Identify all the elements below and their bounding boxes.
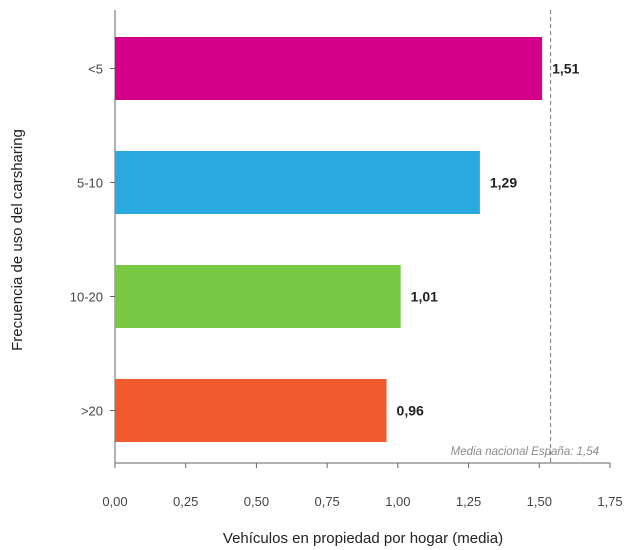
x-tick-label: 0,50 <box>244 494 269 509</box>
bar <box>115 37 543 100</box>
bar <box>115 265 401 328</box>
y-tick-label: <5 <box>88 62 103 77</box>
x-tick-label: 1,75 <box>597 494 622 509</box>
data-label: 1,51 <box>552 61 579 77</box>
reference-line-group: Media nacional España: 1,54 <box>451 10 599 463</box>
y-tick-label: 10-20 <box>70 290 103 305</box>
x-tick-label: 1,00 <box>385 494 410 509</box>
bars: <5 1,51 5-10 1,29 10-20 1,01 >20 0,96 <box>70 37 580 442</box>
y-tick-label: 5-10 <box>77 176 103 191</box>
y-axis-title: Frecuencia de uso del carsharing <box>9 129 26 351</box>
x-axis-title: Vehículos en propiedad por hogar (media) <box>223 530 503 547</box>
data-label: 1,01 <box>411 289 438 305</box>
x-tick-label: 0,25 <box>173 494 198 509</box>
data-label: 0,96 <box>397 403 424 419</box>
x-axis-ticks: 0,00 0,25 0,50 0,75 1,00 1,25 1,50 1,75 <box>102 463 623 509</box>
x-tick-label: 1,25 <box>456 494 481 509</box>
bar <box>115 151 480 214</box>
x-tick-label: 0,75 <box>314 494 339 509</box>
y-tick-label: >20 <box>81 404 103 419</box>
x-tick-label: 0,00 <box>102 494 127 509</box>
data-label: 1,29 <box>490 175 517 191</box>
bar <box>115 379 387 442</box>
reference-line-label: Media nacional España: 1,54 <box>451 446 599 458</box>
x-tick-label: 1,50 <box>527 494 552 509</box>
